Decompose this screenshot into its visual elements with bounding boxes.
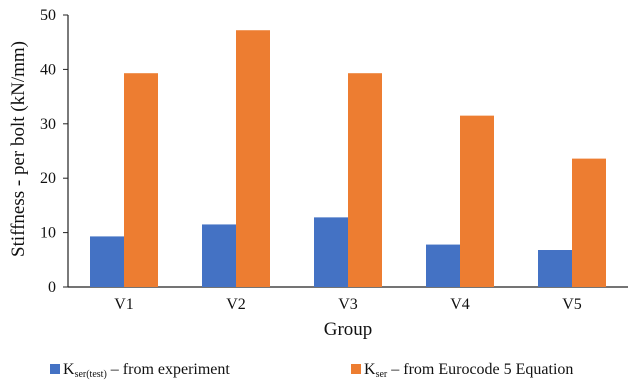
x-tick-label: V5 — [562, 296, 582, 313]
legend: Kser(test) – from experiment Kser – from … — [50, 361, 573, 380]
y-tick-label: 30 — [40, 116, 56, 133]
y-tick-label: 0 — [48, 279, 56, 296]
x-tick-label: V4 — [450, 296, 470, 313]
bar-v4-series-1 — [426, 244, 460, 287]
y-axis-title: Stiffness - per bolt (kN/mm) — [8, 41, 29, 257]
legend-swatch-1 — [50, 364, 60, 374]
x-axis-title: Group — [324, 319, 373, 340]
bar-v1-series-1 — [90, 236, 124, 287]
x-tick-label: V3 — [338, 296, 358, 313]
bars — [90, 30, 606, 288]
y-tick-label: 10 — [40, 225, 56, 242]
bar-v1-series-2 — [124, 73, 158, 287]
y-tick-label: 40 — [40, 61, 56, 78]
y-tick-label: 50 — [40, 7, 56, 24]
bar-v3-series-1 — [314, 217, 348, 287]
legend-swatch-2 — [351, 364, 361, 374]
bar-v4-series-2 — [460, 115, 494, 287]
x-tick-label: V1 — [114, 296, 134, 313]
bar-v5-series-2 — [572, 158, 606, 287]
x-tick-labels: V1 V2 V3 V4 V5 — [114, 296, 582, 313]
bar-v2-series-1 — [202, 224, 236, 287]
y-tick-labels: 0 10 20 30 40 50 — [40, 7, 68, 296]
y-tick-label: 20 — [40, 170, 56, 187]
legend-label-2: Kser – from Eurocode 5 Equation — [364, 361, 573, 380]
bar-v2-series-2 — [236, 30, 270, 288]
bar-v3-series-2 — [348, 73, 382, 287]
x-tick-label: V2 — [226, 296, 246, 313]
legend-label-1: Kser(test) – from experiment — [63, 361, 230, 380]
bar-v5-series-1 — [538, 250, 572, 287]
